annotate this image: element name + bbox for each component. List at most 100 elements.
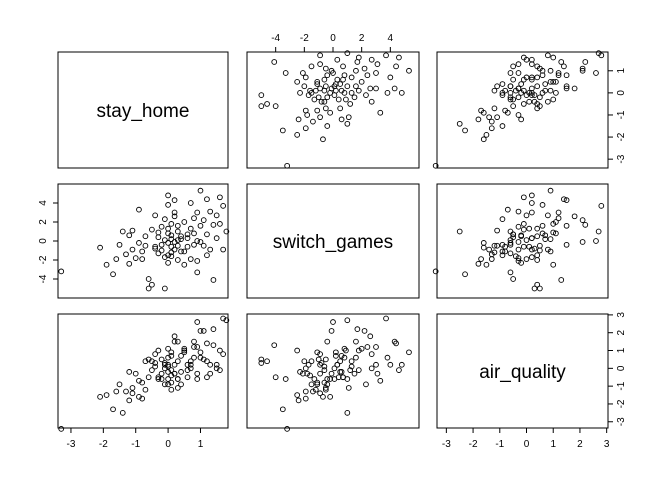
point-air_quality-vs-stay_home — [158, 370, 165, 377]
point-air_quality-vs-stay_home — [210, 326, 217, 332]
point-switch_games-vs-air_quality — [555, 209, 562, 216]
point-switch_games-vs-air_quality — [539, 222, 546, 229]
point-switch_games-vs-air_quality — [515, 246, 522, 253]
point-switch_games-vs-stay_home — [126, 260, 133, 267]
point-stay_home-vs-switch_games — [393, 63, 399, 70]
point-stay_home-vs-air_quality — [478, 107, 484, 114]
point-air_quality-vs-stay_home — [152, 351, 158, 357]
point-air_quality-vs-switch_games — [258, 356, 265, 363]
point-stay_home-vs-air_quality — [507, 90, 514, 96]
point-air_quality-vs-switch_games — [334, 361, 341, 368]
point-stay_home-vs-air_quality — [563, 85, 570, 92]
point-stay_home-vs-air_quality — [579, 65, 586, 72]
point-air_quality-vs-switch_games — [384, 354, 391, 361]
point-air_quality-vs-switch_games — [367, 333, 374, 340]
point-switch_games-vs-stay_home — [145, 276, 152, 282]
point-switch_games-vs-stay_home — [168, 236, 175, 242]
point-air_quality-vs-stay_home — [129, 385, 136, 391]
point-air_quality-vs-stay_home — [181, 347, 188, 354]
point-air_quality-vs-switch_games — [317, 351, 323, 357]
point-air_quality-vs-switch_games — [258, 360, 265, 366]
point-air_quality-vs-stay_home — [174, 338, 181, 345]
point-stay_home-vs-switch_games — [373, 85, 379, 92]
point-switch_games-vs-air_quality — [539, 202, 546, 208]
point-switch_games-vs-air_quality — [488, 256, 495, 262]
point-air_quality-vs-stay_home — [168, 386, 175, 393]
point-switch_games-vs-stay_home — [132, 255, 139, 261]
point-switch_games-vs-stay_home — [178, 233, 184, 240]
point-stay_home-vs-air_quality — [593, 70, 599, 76]
point-air_quality-vs-switch_games — [368, 365, 375, 372]
point-stay_home-vs-switch_games — [327, 109, 333, 116]
point-stay_home-vs-air_quality — [488, 118, 495, 125]
point-switch_games-vs-air_quality — [478, 256, 484, 262]
point-air_quality-vs-switch_games — [324, 381, 331, 388]
point-switch_games-vs-air_quality — [523, 212, 530, 219]
point-stay_home-vs-air_quality — [515, 112, 522, 118]
point-stay_home-vs-switch_games — [344, 83, 351, 90]
point-air_quality-vs-stay_home — [139, 395, 146, 402]
point-air_quality-vs-switch_games — [279, 406, 286, 413]
point-air_quality-vs-switch_games — [314, 349, 321, 356]
point-air_quality-vs-stay_home — [142, 386, 149, 393]
point-stay_home-vs-air_quality — [507, 83, 514, 90]
point-air_quality-vs-switch_games — [353, 338, 359, 345]
point-switch_games-vs-air_quality — [494, 227, 500, 234]
point-stay_home-vs-air_quality — [510, 103, 516, 109]
point-air_quality-vs-stay_home — [152, 360, 158, 366]
point-air_quality-vs-stay_home — [181, 349, 188, 356]
point-switch_games-vs-stay_home — [174, 242, 181, 249]
point-stay_home-vs-air_quality — [534, 74, 541, 81]
point-air_quality-vs-switch_games — [354, 326, 361, 332]
point-switch_games-vs-air_quality — [491, 242, 498, 249]
point-stay_home-vs-switch_games — [391, 85, 398, 92]
point-switch_games-vs-air_quality — [579, 217, 586, 223]
point-air_quality-vs-switch_games — [328, 328, 335, 334]
point-air_quality-vs-switch_games — [355, 367, 362, 373]
point-stay_home-vs-air_quality — [507, 70, 514, 76]
point-stay_home-vs-switch_games — [351, 94, 358, 101]
point-air_quality-vs-switch_games — [347, 367, 354, 373]
point-air_quality-vs-stay_home — [103, 392, 110, 398]
point-stay_home-vs-air_quality — [582, 59, 589, 65]
point-switch_games-vs-air_quality — [507, 250, 514, 257]
tick-label-right-air_quality: 2 — [616, 329, 627, 335]
axes: -4 -2 0 2 4 -3 -2 -1 0 1 -3 -2 -1 0 1 2 3 -4 -2 0 2 4 -3 -2 -1 0 1… — [38, 33, 627, 450]
point-switch_games-vs-stay_home — [210, 277, 217, 283]
point-stay_home-vs-switch_games — [302, 107, 309, 114]
point-switch_games-vs-stay_home — [191, 215, 197, 222]
point-stay_home-vs-switch_games — [353, 67, 359, 74]
point-switch_games-vs-air_quality — [499, 216, 506, 223]
point-air_quality-vs-switch_games — [330, 319, 336, 325]
point-stay_home-vs-switch_games — [324, 94, 331, 101]
diagonal-label-stay_home: stay_home — [97, 101, 190, 122]
point-air_quality-vs-stay_home — [168, 367, 175, 373]
point-air_quality-vs-switch_games — [314, 381, 321, 388]
point-air_quality-vs-switch_games — [348, 358, 355, 365]
panel-stay_home-vs-stay_home — [57, 51, 229, 169]
point-air_quality-vs-switch_games — [305, 361, 312, 368]
tick-label-top-switch_games: -4 — [271, 33, 280, 44]
point-air_quality-vs-stay_home — [184, 361, 191, 368]
point-stay_home-vs-air_quality — [475, 116, 482, 123]
point-stay_home-vs-air_quality — [515, 61, 522, 68]
point-air_quality-vs-switch_games — [304, 370, 311, 377]
point-air_quality-vs-stay_home — [210, 342, 217, 349]
point-stay_home-vs-air_quality — [550, 96, 557, 103]
point-switch_games-vs-air_quality — [499, 248, 506, 255]
diagonal-label-air_quality: air_quality — [479, 362, 566, 383]
point-stay_home-vs-switch_games — [341, 72, 348, 79]
point-air_quality-vs-switch_games — [264, 358, 270, 365]
point-switch_games-vs-stay_home — [220, 203, 226, 209]
point-switch_games-vs-air_quality — [555, 215, 562, 222]
point-air_quality-vs-stay_home — [162, 365, 168, 372]
point-switch_games-vs-air_quality — [529, 209, 535, 216]
point-switch_games-vs-air_quality — [537, 247, 543, 254]
point-switch_games-vs-stay_home — [165, 260, 171, 266]
point-air_quality-vs-switch_games — [333, 349, 339, 356]
point-stay_home-vs-switch_games — [337, 105, 344, 112]
point-stay_home-vs-air_quality — [545, 98, 551, 105]
point-switch_games-vs-stay_home — [165, 202, 171, 208]
point-switch_games-vs-air_quality — [432, 268, 439, 275]
point-switch_games-vs-stay_home — [162, 285, 168, 292]
